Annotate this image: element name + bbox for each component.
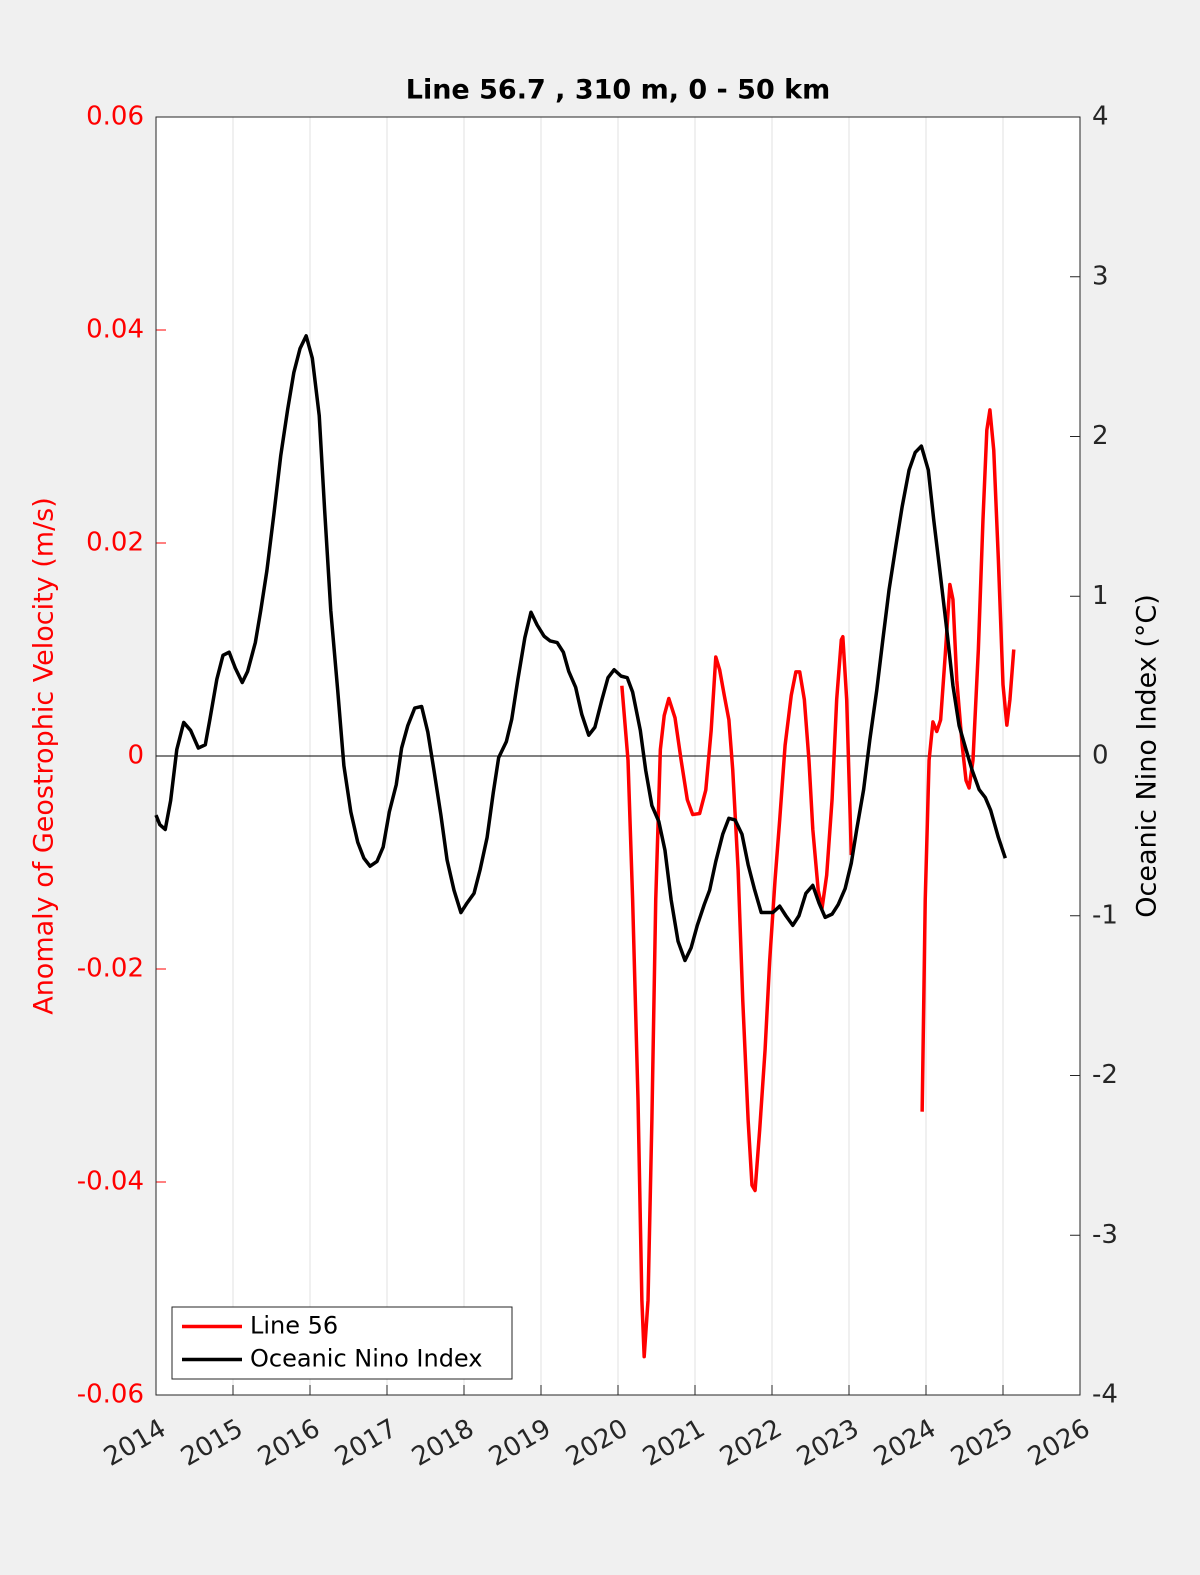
x-tick-label: 2019 [484, 1414, 556, 1473]
y2-tick-label: 1 [1092, 581, 1109, 611]
y-tick-label: -0.04 [77, 1167, 144, 1197]
y-axis-label: Anomaly of Geostrophic Velocity (m/s) [29, 497, 60, 1015]
x-tick-label: 2014 [99, 1414, 171, 1473]
x-tick-label: 2025 [946, 1414, 1018, 1473]
y2-tick-label: 0 [1092, 741, 1109, 771]
y2-tick-label: -1 [1092, 900, 1118, 930]
y2-tick-label: 2 [1092, 421, 1109, 451]
legend-box [171, 1306, 513, 1380]
legend-label: Oceanic Nino Index [250, 1345, 482, 1373]
x-tick-label: 2016 [253, 1414, 325, 1473]
x-tick-label: 2023 [792, 1414, 864, 1473]
x-tick-label: 2022 [715, 1414, 787, 1473]
y-tick-label: 0.04 [86, 315, 144, 345]
x-tick-label: 2026 [1023, 1414, 1095, 1473]
y2-tick-label: -2 [1092, 1060, 1118, 1090]
x-tick-label: 2018 [407, 1414, 479, 1473]
y-tick-label: 0.06 [86, 102, 144, 132]
y-tick-label: 0.02 [86, 528, 144, 558]
y-tick-label: -0.02 [77, 954, 144, 984]
y2-tick-label: 3 [1092, 261, 1109, 291]
y-tick-label: 0 [127, 741, 144, 771]
y-tick-label: -0.06 [77, 1380, 144, 1410]
data-line [154, 334, 1007, 963]
x-tick-label: 2017 [330, 1414, 402, 1473]
data-line [620, 408, 1016, 1359]
x-tick-label: 2024 [869, 1414, 941, 1473]
axes-box [155, 116, 1081, 1396]
y2-tick-label: -3 [1092, 1220, 1118, 1250]
y2-tick-label: -4 [1092, 1380, 1118, 1410]
x-tick-label: 2021 [638, 1414, 710, 1473]
y2-tick-label: 4 [1092, 102, 1109, 132]
chart-title: Line 56.7 , 310 m, 0 - 50 km [406, 75, 830, 106]
x-tick-label: 2020 [561, 1414, 633, 1473]
x-tick-label: 2015 [176, 1414, 248, 1473]
y2-axis-label: Oceanic Nino Index (°C) [1132, 594, 1163, 918]
legend-label: Line 56 [250, 1312, 338, 1340]
